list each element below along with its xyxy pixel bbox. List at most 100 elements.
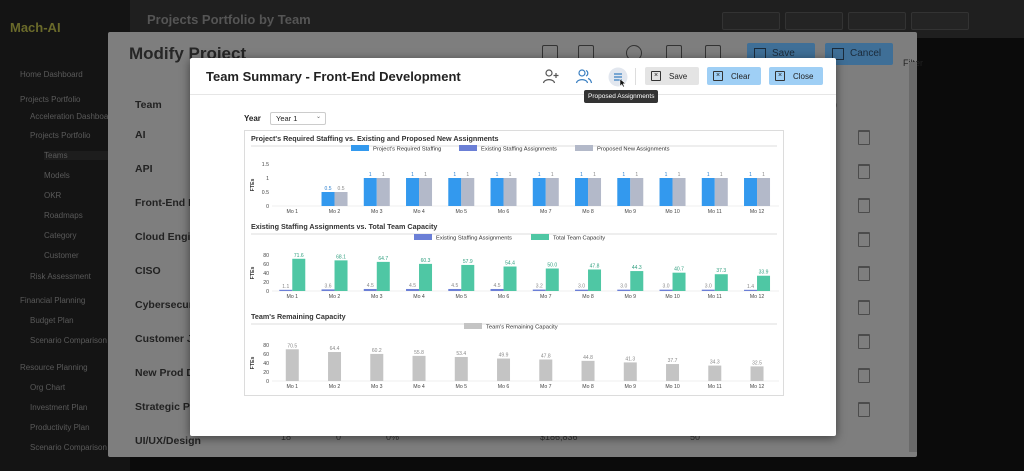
- data-label: 44.3: [632, 265, 642, 271]
- bar: [532, 289, 546, 291]
- bar: [279, 289, 293, 291]
- charts-panel: Project's Required Staffing vs. Existing…: [244, 130, 784, 396]
- trash-icon[interactable]: [858, 402, 870, 417]
- bar: [757, 275, 771, 291]
- trash-icon[interactable]: [858, 266, 870, 281]
- x-tick-label: Mo 2: [329, 294, 341, 300]
- x-tick-label: Mo 9: [625, 209, 637, 215]
- sidebar-item[interactable]: Risk Assessment: [30, 272, 91, 281]
- save-label: Save: [669, 72, 688, 81]
- clear-label: Clear: [731, 72, 751, 81]
- team-icon[interactable]: [575, 68, 593, 84]
- sidebar-item[interactable]: Org Chart: [30, 383, 66, 392]
- trash-icon[interactable]: [858, 300, 870, 315]
- table-cell: 0%: [386, 432, 400, 442]
- team-row-label[interactable]: Cybersecurit: [135, 299, 200, 311]
- x-tick-label: Mo 10: [665, 294, 680, 300]
- trash-icon[interactable]: [858, 130, 870, 145]
- bar: [503, 266, 517, 291]
- sidebar-item[interactable]: Customer: [44, 251, 79, 260]
- trash-icon[interactable]: [858, 232, 870, 247]
- x-tick-label: Mo 8: [582, 209, 594, 215]
- x-tick-label: Mo 5: [456, 294, 468, 300]
- x-tick-label: Mo 8: [582, 384, 594, 390]
- y-tick-label: 0: [266, 289, 269, 295]
- sidebar-item[interactable]: Roadmaps: [44, 211, 83, 220]
- app-logo: Mach-AI: [10, 20, 61, 35]
- sidebar-item[interactable]: Projects Portfolio: [30, 131, 91, 140]
- sidebar-item[interactable]: Productivity Plan: [30, 423, 90, 432]
- add-user-icon[interactable]: [542, 68, 560, 84]
- data-label: 54.4: [505, 261, 515, 267]
- team-row-label[interactable]: CISO: [135, 265, 161, 277]
- scrollbar[interactable]: [909, 62, 917, 452]
- sidebar-item[interactable]: Home Dashboard: [20, 70, 83, 79]
- data-label: 37.7: [668, 358, 678, 364]
- x-tick-label: Mo 10: [665, 209, 680, 215]
- tooltip: Proposed Assignments: [584, 90, 659, 103]
- sidebar-item[interactable]: OKR: [44, 191, 62, 200]
- trash-icon[interactable]: [858, 164, 870, 179]
- chart-title: Existing Staffing Assignments vs. Total …: [251, 222, 437, 231]
- topbar-button[interactable]: [911, 12, 969, 30]
- sidebar-item[interactable]: Budget Plan: [30, 316, 74, 325]
- bar: [575, 289, 589, 291]
- sidebar-item[interactable]: Financial Planning: [20, 296, 86, 305]
- y-tick-label: 1.5: [262, 162, 269, 168]
- team-column-header: Team: [135, 99, 162, 111]
- table-cell: 50: [690, 432, 701, 442]
- close-button[interactable]: × Close: [769, 67, 823, 85]
- sidebar-item[interactable]: Acceleration Dashboard: [30, 112, 116, 121]
- sidebar-item[interactable]: Projects Portfolio: [20, 95, 81, 104]
- x-tick-label: Mo 7: [540, 384, 552, 390]
- team-row-label[interactable]: New Prod Di: [135, 367, 197, 379]
- charts-svg: Project's Required Staffing vs. Existing…: [250, 134, 779, 390]
- bar: [701, 178, 715, 206]
- x-tick-label: Mo 7: [540, 294, 552, 300]
- topbar-button[interactable]: [722, 12, 780, 30]
- legend-label: Existing Staffing Assignments: [436, 236, 512, 242]
- save-button[interactable]: × Save: [645, 67, 699, 85]
- bar: [448, 288, 462, 291]
- clear-button[interactable]: × Clear: [707, 67, 761, 85]
- bar: [659, 178, 673, 206]
- data-label: 37.3: [716, 268, 726, 274]
- topbar-button[interactable]: [848, 12, 906, 30]
- topbar-button[interactable]: [785, 12, 843, 30]
- team-row-label[interactable]: Cloud Engine: [135, 231, 203, 243]
- sidebar-item[interactable]: Category: [44, 231, 77, 240]
- team-row-label[interactable]: API: [135, 163, 153, 175]
- data-label: 1: [538, 172, 541, 178]
- chart-title: Project's Required Staffing vs. Existing…: [251, 134, 498, 143]
- team-row-label[interactable]: Customer Jo: [135, 333, 200, 345]
- team-row-label[interactable]: AI: [135, 129, 146, 141]
- sidebar-item[interactable]: Scenario Comparison: [30, 336, 107, 345]
- bar: [708, 365, 722, 381]
- legend-label: Team's Remaining Capacity: [486, 325, 558, 331]
- table-cell: 0: [336, 432, 342, 442]
- sidebar-item[interactable]: Scenario Comparison: [30, 443, 107, 452]
- bar: [292, 258, 306, 291]
- sidebar-item[interactable]: Models: [44, 171, 70, 180]
- x-tick-label: Mo 12: [750, 294, 765, 300]
- sidebar-item[interactable]: Resource Planning: [20, 363, 88, 372]
- team-row-label[interactable]: UI/UX/Design: [135, 435, 201, 447]
- trash-icon[interactable]: [858, 368, 870, 383]
- legend-swatch: [531, 234, 549, 240]
- legend-label: Total Team Capacity: [553, 236, 605, 242]
- cancel-button-bg[interactable]: Cancel: [825, 43, 893, 65]
- data-label: 3.0: [620, 284, 627, 290]
- trash-icon[interactable]: [858, 334, 870, 349]
- sidebar-item[interactable]: Teams: [44, 151, 130, 160]
- proposed-assignments-icon[interactable]: [608, 67, 628, 87]
- year-select[interactable]: Year 1 ⌄: [270, 112, 326, 125]
- team-row-label[interactable]: Front-End De: [135, 197, 202, 209]
- bar: [617, 289, 631, 291]
- divider: [635, 68, 636, 85]
- team-row-label[interactable]: Strategic Par: [135, 401, 200, 413]
- trash-icon[interactable]: [858, 198, 870, 213]
- data-label: 1.1: [282, 284, 289, 290]
- sidebar-item[interactable]: Investment Plan: [30, 403, 88, 412]
- y-tick-label: 1: [266, 176, 269, 182]
- data-label: 71.6: [294, 253, 304, 259]
